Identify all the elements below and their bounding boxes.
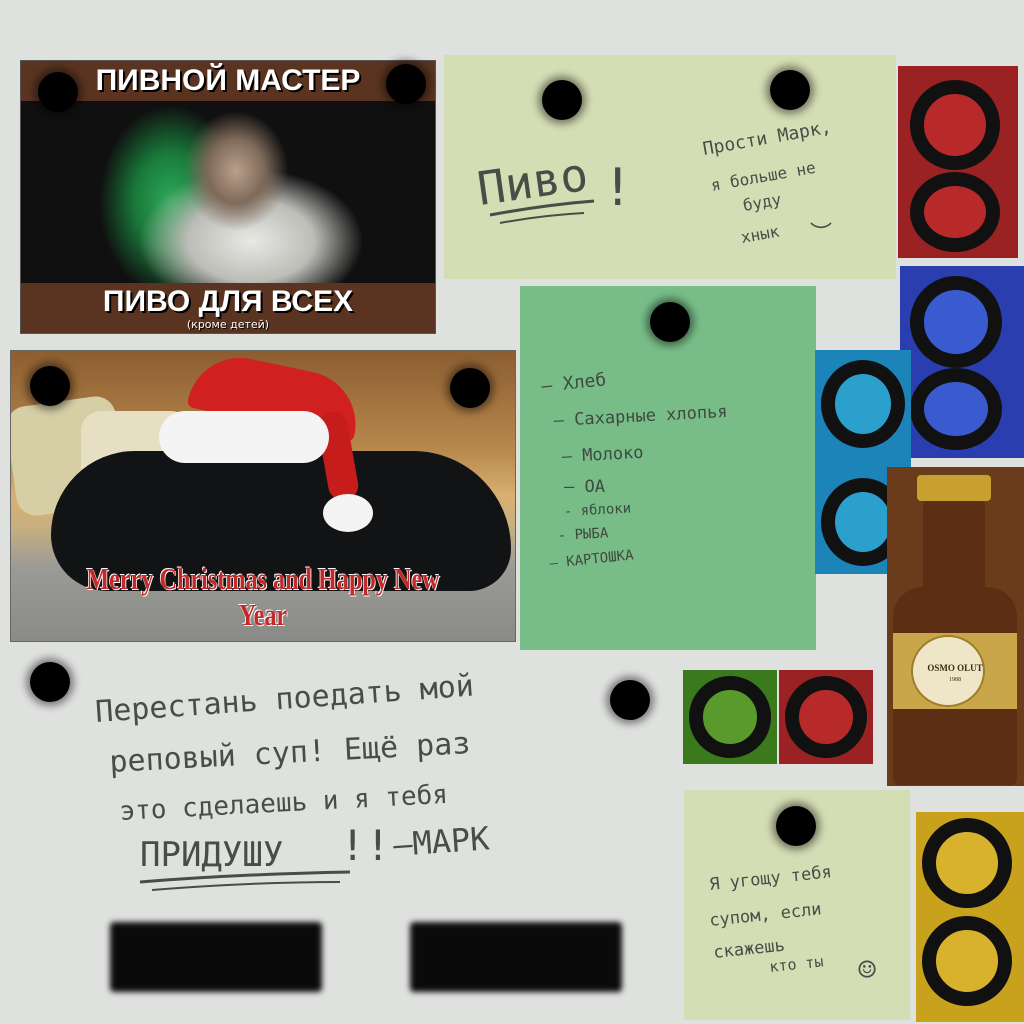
bottle-neck	[923, 497, 985, 607]
ring-icon	[689, 676, 771, 758]
note-beer-drawing: Пиво ! Прости Марк, я больше не буду хны…	[474, 117, 833, 247]
note-soup-text: Я угощу тебя супом, если скажешь кто ты …	[708, 862, 876, 988]
poster-bottom-subtitle: (кроме детей)	[186, 318, 270, 331]
blue-tile	[900, 266, 1024, 458]
sticky-note-beer: Пиво ! Прости Марк, я больше не буду хны…	[444, 55, 896, 279]
wall-note-exclaim: !!	[340, 821, 391, 870]
pin-icon	[386, 64, 426, 104]
dog-image	[51, 451, 511, 591]
beer-bottle-panel: OSMO OLUT 1988	[887, 467, 1024, 786]
poster-top-title: ПИВНОЙ МАСТЕР	[21, 61, 435, 101]
pin-icon	[776, 806, 816, 846]
pin-icon	[610, 680, 650, 720]
bearded-man-image	[21, 101, 435, 283]
black-smudge	[410, 922, 622, 992]
list-item: - РЫБА	[557, 525, 609, 544]
ring-icon	[910, 276, 1002, 368]
sticky-note-soup: Я угощу тебя супом, если скажешь кто ты …	[684, 790, 910, 1020]
black-smudge	[110, 922, 322, 992]
christmas-greeting: Merry Christmas and Happy New Year	[86, 561, 440, 632]
green-tile	[683, 670, 777, 764]
pin-icon	[542, 80, 582, 120]
pin-icon	[770, 70, 810, 110]
teal-tile	[815, 350, 911, 574]
note-beer-exclaim: !	[602, 158, 633, 218]
ring-icon	[821, 360, 905, 448]
smiley-icon: ☺	[858, 953, 876, 988]
poster-bottom-title: ПИВО ДЛЯ ВСЕХ	[21, 283, 435, 333]
yellow-tile	[916, 812, 1024, 1022]
wall-note-line-1: Перестань поедать мой	[94, 669, 475, 730]
wall-note-signature: —МАРК	[392, 819, 491, 864]
shopping-list: — Хлеб – Сахарные хлопья — Молоко — ОА -…	[540, 369, 728, 572]
note-soup-line-2: супом, если	[708, 899, 822, 931]
small-red-tile	[779, 670, 873, 764]
wall-note-threat: ПРИДУШУ	[140, 835, 283, 875]
santa-hat-fur	[159, 411, 329, 463]
note-beer-word: Пиво	[474, 147, 591, 216]
ring-icon	[910, 80, 1000, 170]
list-item: — КАРТОШКА	[549, 547, 635, 572]
ring-icon	[922, 916, 1012, 1006]
bottle-brand: OSMO OLUT	[927, 663, 983, 673]
pin-icon	[650, 302, 690, 342]
note-beer-line-1: Прости Марк,	[701, 117, 833, 160]
pin-icon	[450, 368, 490, 408]
pin-icon	[30, 662, 70, 702]
bottle-cap	[917, 475, 991, 501]
note-beer-frown: ︶	[810, 222, 832, 247]
ring-icon	[785, 676, 867, 758]
ring-icon	[922, 818, 1012, 908]
note-soup-line-1: Я угощу тебя	[708, 862, 832, 895]
beer-master-poster: ПИВНОЙ МАСТЕР ПИВО ДЛЯ ВСЕХ (кроме детей…	[20, 60, 436, 334]
bottle-medal-icon	[911, 635, 985, 707]
bottle-year: 1988	[949, 677, 961, 683]
santa-hat-pompom	[323, 494, 373, 532]
christmas-card: Merry Christmas and Happy New Year	[10, 350, 516, 642]
wall-note-line-2: реповый суп! Ещё раз	[109, 726, 472, 780]
red-tile	[898, 66, 1018, 258]
pin-icon	[38, 72, 78, 112]
ring-icon	[910, 172, 1000, 252]
pin-icon	[30, 366, 70, 406]
note-soup-line-4: кто ты	[769, 952, 825, 976]
list-item: – Сахарные хлопья	[553, 402, 728, 431]
list-item: — Молоко	[561, 443, 644, 467]
wall-handwritten-note: Перестань поедать мой реповый суп! Ещё р…	[94, 669, 491, 891]
note-beer-line-3: буду	[741, 189, 783, 214]
note-beer-line-2: я больше не	[709, 158, 817, 195]
note-beer-line-4: хнык	[739, 221, 781, 246]
list-item: — Хлеб	[540, 369, 607, 397]
list-item: — ОА	[564, 477, 605, 497]
list-item: - яблоки	[563, 500, 631, 520]
wall-note-line-3: это сделаешь и я тебя	[119, 780, 449, 827]
sticky-note-shopping-list: — Хлеб – Сахарные хлопья — Молоко — ОА -…	[520, 286, 816, 650]
ring-icon	[910, 368, 1002, 450]
